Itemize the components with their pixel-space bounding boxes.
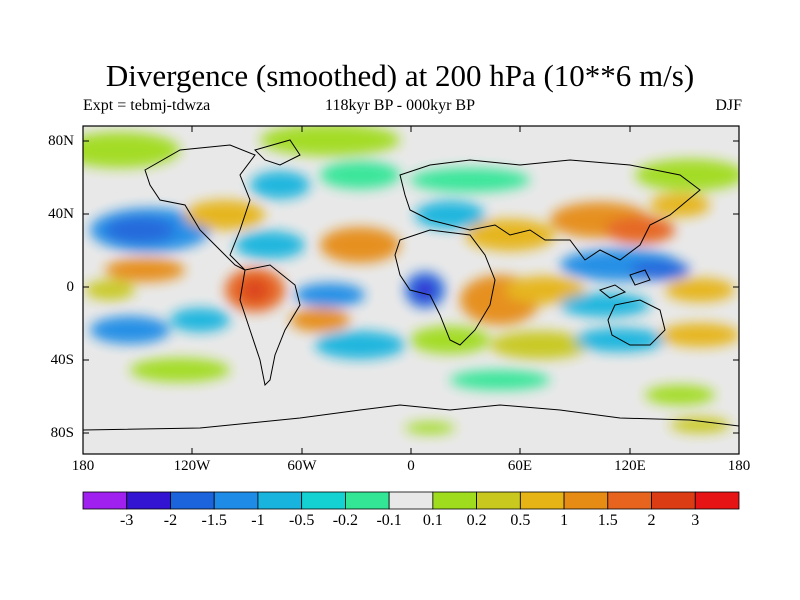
divergence-field — [83, 126, 739, 434]
lat-tick-label: 40N — [48, 206, 74, 222]
colorbar-level-label: 3 — [691, 512, 700, 529]
lat-tick-label: 80N — [48, 133, 74, 149]
colorbar-level-label: 2 — [647, 512, 656, 529]
colorbar-level-label: -2 — [163, 512, 178, 529]
colorbar-swatch — [388, 491, 434, 510]
colorbar-swatch — [344, 491, 390, 510]
axis-ticks — [82, 126, 740, 454]
lat-tick-label: 0 — [66, 279, 75, 295]
colorbar-level-label: 0.2 — [466, 512, 487, 529]
colorbar-swatch — [257, 491, 303, 510]
time-period-label: 118kyr BP - 000kyr BP — [325, 97, 475, 114]
colorbar-swatch — [607, 491, 652, 510]
lat-tick-label: 80S — [50, 425, 74, 441]
colorbar-level-label: -1 — [251, 512, 265, 529]
colorbar-level-label: -1.5 — [201, 512, 227, 529]
colorbar-swatch — [126, 491, 171, 510]
colorbar-level-label: 0.1 — [422, 512, 443, 529]
lon-tick-label: 120W — [173, 458, 211, 474]
colorbar-swatch — [170, 491, 215, 510]
colorbar-swatch — [694, 491, 740, 510]
lon-tick-label: 60W — [287, 458, 317, 474]
colorbar-swatch — [651, 491, 696, 510]
colorbar-level-label: -0.5 — [288, 512, 315, 529]
colorbar-swatch — [301, 491, 346, 510]
colorbar-swatch — [563, 491, 609, 510]
colorbar-level-label: -0.2 — [332, 512, 359, 529]
colorbar-level-label: 1.5 — [597, 512, 618, 529]
lat-tick-label: 40S — [50, 352, 74, 368]
coastlines — [83, 139, 739, 431]
colorbar-level-label: 1 — [560, 512, 569, 529]
colorbar-swatch — [476, 491, 521, 510]
colorbar-swatch — [82, 491, 128, 510]
plot-title: Divergence (smoothed) at 200 hPa (10**6 … — [105, 58, 695, 93]
colorbar-level-label: -0.1 — [376, 512, 402, 529]
colorbar-swatch — [519, 491, 565, 510]
colorbar — [82, 491, 740, 510]
lon-tick-label: 60E — [507, 458, 533, 474]
experiment-label: Expt = tebmj-tdwza — [83, 97, 211, 114]
lon-tick-label: 0 — [407, 458, 415, 474]
lon-tick-label: 180 — [71, 458, 95, 474]
lon-tick-label: 120E — [614, 458, 646, 474]
colorbar-level-label: 0.5 — [510, 512, 531, 529]
colorbar-level-label: -3 — [120, 512, 134, 529]
lon-tick-label: 180 — [727, 458, 751, 474]
colorbar-swatch — [213, 491, 259, 510]
season-label: DJF — [715, 97, 742, 114]
colorbar-swatch — [432, 491, 478, 510]
